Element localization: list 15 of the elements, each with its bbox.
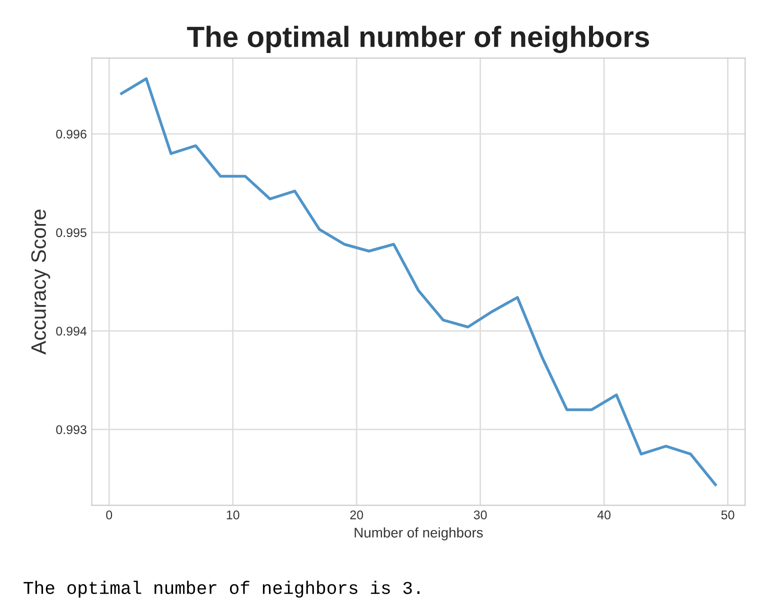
y-tick-label: 0.995 — [56, 228, 86, 238]
x-tick-label: 0 — [106, 510, 112, 520]
y-tick-label: 0.996 — [56, 130, 86, 139]
x-tick-label: 50 — [721, 510, 734, 520]
x-tick-label: 40 — [597, 510, 611, 520]
y-tick-label: 0.993 — [56, 425, 86, 434]
x-tick-label: 10 — [226, 510, 240, 520]
chart-title: The optimal number of neighbors — [187, 26, 649, 54]
x-tick-label: 30 — [474, 510, 487, 520]
x-axis-title: Number of neighbors — [354, 527, 483, 540]
x-tick-label: 20 — [350, 510, 364, 520]
text: The optimal number of neighbors is 3. — [24, 580, 420, 598]
y-tick-label: 0.994 — [56, 326, 87, 336]
line-series — [120, 77, 717, 486]
y-axis-title: Accuracy Score — [31, 210, 50, 355]
